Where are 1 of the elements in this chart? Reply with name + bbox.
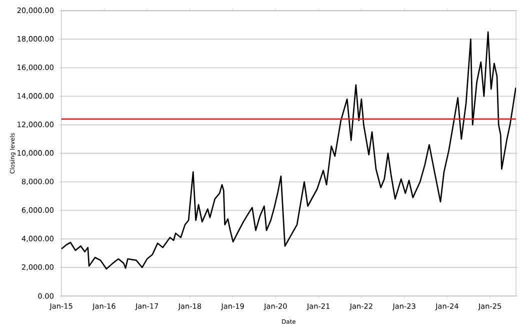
line-series	[61, 31, 516, 270]
